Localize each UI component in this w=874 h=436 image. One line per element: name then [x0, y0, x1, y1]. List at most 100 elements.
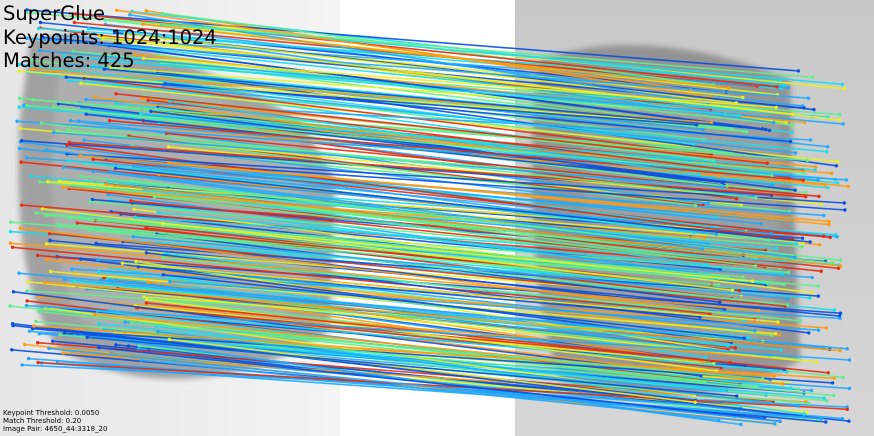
keypoint-marker [79, 257, 83, 261]
match-line [110, 309, 787, 373]
keypoint-marker [773, 332, 778, 336]
match-line [163, 256, 801, 322]
keypoint-marker [156, 330, 160, 334]
keypoint-marker [804, 195, 808, 199]
keypoint-marker [786, 85, 790, 90]
keypoint-marker [805, 410, 809, 414]
keypoint-marker [97, 321, 101, 326]
match-line [88, 331, 825, 399]
keypoint-marker [808, 240, 812, 244]
keypoint-marker [62, 331, 67, 335]
keypoint-marker [843, 208, 847, 212]
keypoint-marker [733, 346, 737, 350]
match-line [161, 23, 843, 86]
keypoint-marker [847, 358, 852, 362]
match-line [19, 63, 694, 145]
keypoint-marker [777, 333, 782, 337]
match-line [115, 93, 768, 164]
match-line [12, 324, 696, 402]
keypoint-marker [67, 140, 72, 145]
keypoint-marker [760, 377, 765, 381]
keypoint-marker [692, 142, 696, 146]
keypoint-marker [717, 174, 721, 178]
match-line [143, 57, 777, 109]
keypoint-marker [108, 170, 112, 174]
keypoint-marker [72, 20, 77, 25]
match-line [18, 272, 824, 349]
keypoint-marker [10, 245, 15, 249]
keypoint-marker [43, 280, 47, 285]
keypoint-marker [25, 156, 29, 160]
keypoint-marker [161, 256, 165, 260]
keypoint-marker [8, 304, 12, 308]
match-line [106, 183, 841, 267]
matches-label: Matches: 425 [3, 49, 135, 72]
match-line [44, 281, 841, 352]
match-line [66, 153, 845, 204]
keypoint-marker [832, 393, 836, 398]
keypoint-marker [751, 279, 755, 283]
keypoint-marker [97, 270, 101, 274]
keypoint-marker [775, 246, 779, 251]
keypoint-marker [834, 164, 839, 168]
keypoint-marker [65, 143, 69, 147]
match-line [26, 11, 813, 78]
keypoint-marker [56, 102, 61, 106]
keypoint-marker [756, 308, 761, 313]
keypoint-marker [739, 422, 743, 427]
keypoint-marker [828, 235, 832, 240]
keypoint-marker [144, 298, 149, 302]
keypoint-marker [754, 196, 758, 200]
keypoint-marker [706, 201, 710, 206]
match-line [26, 104, 772, 177]
keypoint-marker [709, 121, 714, 125]
keypoint-marker [160, 11, 164, 16]
keypoint-marker [97, 346, 101, 350]
keypoint-marker [692, 230, 696, 235]
keypoint-marker [711, 158, 715, 162]
keypoint-marker [831, 261, 835, 265]
keypoint-marker [826, 186, 830, 190]
keypoint-marker [835, 235, 839, 239]
keypoint-marker [63, 37, 67, 42]
keypoint-marker [101, 37, 105, 41]
keypoint-marker [767, 128, 772, 133]
keypoint-marker [168, 280, 172, 284]
keypoint-marker [102, 67, 107, 71]
keypoint-marker [767, 238, 771, 242]
keypoint-marker [78, 154, 82, 158]
match-line [154, 195, 756, 267]
match-line [169, 280, 819, 331]
keypoint-marker [699, 374, 703, 378]
keypoint-marker [56, 222, 60, 226]
keypoint-marker [830, 381, 835, 385]
keypoint-marker [36, 341, 40, 345]
keypoint-marker [796, 69, 801, 73]
keypoint-marker [721, 185, 725, 189]
match-line [109, 119, 804, 181]
match-line [100, 43, 813, 118]
keypoint-marker [8, 241, 13, 245]
match-line [32, 99, 808, 162]
keypoint-marker [830, 171, 834, 175]
match-line [144, 188, 708, 266]
keypoint-marker [719, 366, 723, 370]
match-line [131, 322, 763, 380]
keypoint-marker [742, 336, 746, 340]
match-line [69, 141, 806, 198]
keypoint-marker [739, 203, 743, 207]
match-line [41, 362, 822, 420]
keypoint-marker [810, 291, 815, 295]
keypoint-marker [780, 272, 784, 276]
match-line [165, 37, 774, 124]
match-line [12, 322, 805, 418]
keypoint-marker [52, 130, 56, 135]
keypoint-marker [36, 26, 41, 31]
keypoint-marker [693, 400, 697, 404]
keypoint-marker [737, 113, 741, 118]
keypoint-marker [66, 216, 71, 220]
keypoint-marker [765, 161, 769, 165]
keypoint-marker [84, 97, 88, 102]
keypoint-marker [134, 259, 138, 264]
keypoint-marker [832, 376, 836, 380]
